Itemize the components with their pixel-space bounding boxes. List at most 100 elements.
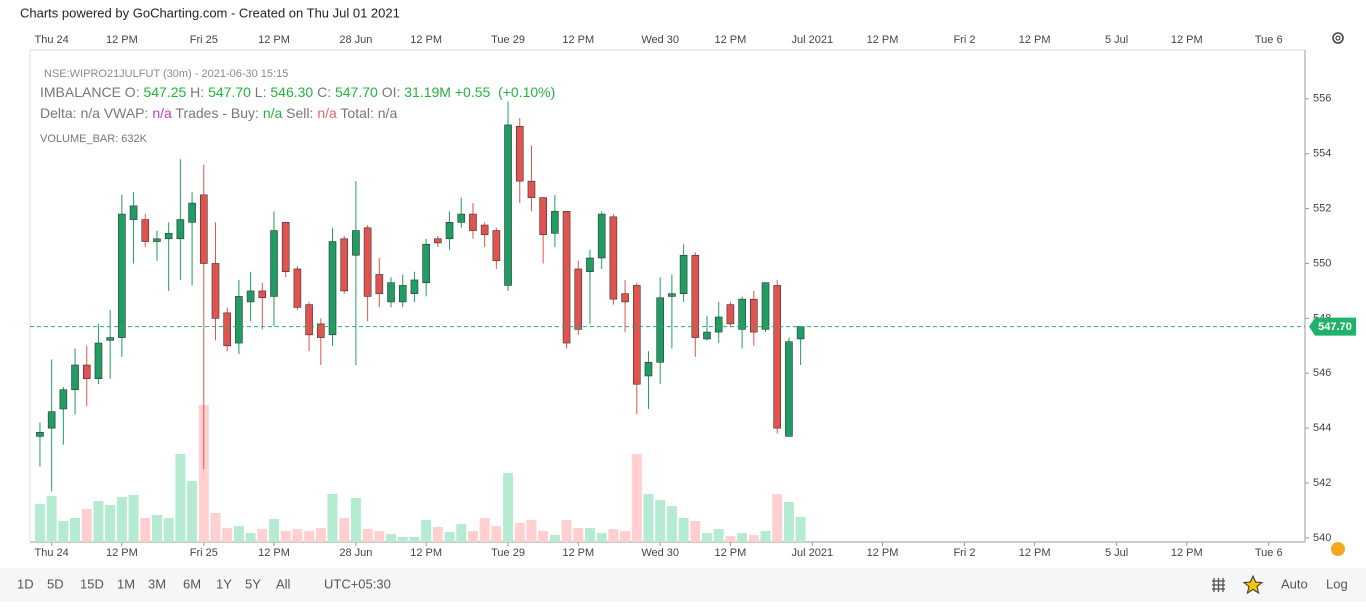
legend-segment: 547.70 xyxy=(335,84,378,100)
candle-body xyxy=(703,331,711,340)
volume-bar xyxy=(713,528,724,542)
volume-bar xyxy=(198,405,209,542)
legend-segment: L: xyxy=(251,84,270,100)
x-tick-label: Jul 2021 xyxy=(792,547,834,559)
range-button[interactable]: 1Y xyxy=(216,576,232,591)
y-tick-label: 542 xyxy=(1313,477,1331,489)
y-tick-label: 550 xyxy=(1313,257,1331,269)
x-tick-label-top: Fri 25 xyxy=(190,34,218,46)
candle-body xyxy=(586,257,594,273)
volume-bar xyxy=(538,531,549,542)
x-tick-label: Tue 6 xyxy=(1255,547,1283,559)
candle-body xyxy=(153,238,161,242)
x-tick-label-top: 12 PM xyxy=(1019,34,1051,46)
candle-body xyxy=(726,304,735,325)
candle-body xyxy=(480,224,489,235)
volume-bar xyxy=(748,535,759,542)
range-button[interactable]: 1D xyxy=(17,576,34,591)
legend-segment: Trades - Buy: xyxy=(172,105,263,121)
x-tick-label: Tue 29 xyxy=(491,547,525,559)
candle-body xyxy=(188,202,196,223)
volume-bar xyxy=(584,528,595,542)
candle-body xyxy=(504,124,512,286)
candle-body xyxy=(621,293,629,303)
volume-bar xyxy=(561,519,572,542)
range-button[interactable]: 3M xyxy=(148,576,166,591)
volume-bar xyxy=(444,532,455,542)
candle-body xyxy=(574,268,583,330)
scale-mode[interactable]: Auto xyxy=(1281,576,1308,591)
candle-body xyxy=(328,241,337,336)
candle-body xyxy=(761,282,770,330)
legend-segment: VOLUME_BAR: 632K xyxy=(40,133,148,145)
volume-bar xyxy=(151,515,162,542)
candle-body xyxy=(59,389,68,410)
candle-body xyxy=(94,342,103,380)
star-icon[interactable] xyxy=(1242,574,1264,595)
last-price-tag xyxy=(1309,317,1356,336)
candle-body xyxy=(340,238,349,292)
candle-body xyxy=(141,219,150,242)
grid-icon[interactable] xyxy=(1212,578,1225,592)
scale-mode[interactable]: Log xyxy=(1326,576,1348,591)
candle-body xyxy=(785,341,793,437)
volume-bar xyxy=(573,528,584,542)
range-button[interactable]: All xyxy=(276,576,291,591)
settings-icon[interactable] xyxy=(1332,32,1344,44)
y-tick-label: 554 xyxy=(1313,148,1331,160)
candle-body xyxy=(176,219,185,240)
y-tick-label: 556 xyxy=(1313,93,1331,105)
volume-bar xyxy=(514,522,525,542)
volume-bar xyxy=(93,501,104,542)
volume-bar xyxy=(631,454,642,542)
legend-line: VOLUME_BAR: 632K xyxy=(40,133,148,145)
x-tick-label: 12 PM xyxy=(715,547,747,559)
x-tick-label-top: 28 Jun xyxy=(339,34,372,46)
range-button[interactable]: 1M xyxy=(117,576,135,591)
candle-body xyxy=(71,364,79,391)
volume-bar xyxy=(163,518,174,542)
candles xyxy=(36,101,805,492)
x-tick-label: 12 PM xyxy=(562,547,594,559)
range-button[interactable]: 6M xyxy=(183,576,201,591)
x-tick-label-top: 12 PM xyxy=(562,34,594,46)
candle-body xyxy=(246,290,255,303)
candle-body xyxy=(235,296,243,344)
legend-line: NSE:WIPRO21JULFUT (30m) - 2021-06-30 15:… xyxy=(44,68,288,80)
volume-bars xyxy=(34,405,806,542)
timezone[interactable]: UTC+05:30 xyxy=(324,576,391,591)
candle-body xyxy=(457,213,466,223)
candle-body xyxy=(118,213,126,338)
volume-bar xyxy=(268,519,279,542)
volume-bar xyxy=(116,496,127,542)
candle-body xyxy=(668,293,676,297)
volume-bar xyxy=(175,454,186,542)
x-tick-label: Wed 30 xyxy=(641,547,679,559)
x-tick-label-top: 12 PM xyxy=(106,34,138,46)
legend-segment: n/a xyxy=(317,105,337,121)
volume-bar xyxy=(655,499,666,542)
legend-segment: Total: n/a xyxy=(337,105,398,121)
range-button[interactable]: 5D xyxy=(47,576,64,591)
legend-segment: (+0.10%) xyxy=(498,84,555,100)
y-tick-label: 544 xyxy=(1313,422,1331,434)
candle-body xyxy=(82,364,91,380)
candle-body xyxy=(539,197,547,235)
volume-bar xyxy=(105,505,116,542)
candle-body xyxy=(281,222,290,273)
volume-bar xyxy=(386,534,397,542)
range-button[interactable]: 5Y xyxy=(245,576,261,591)
range-button[interactable]: 15D xyxy=(80,576,104,591)
x-tick-label: 12 PM xyxy=(1171,547,1203,559)
candle-body xyxy=(562,211,571,344)
legend-segment: NSE:WIPRO21JULFUT (30m) - 2021-06-30 15:… xyxy=(44,68,288,80)
volume-bar xyxy=(46,496,57,542)
candle-body xyxy=(47,411,56,429)
x-tick-label: Fri 2 xyxy=(953,547,975,559)
candle-body xyxy=(270,230,278,297)
candle-body xyxy=(106,337,114,341)
candle-body xyxy=(305,304,313,336)
status-dot[interactable] xyxy=(1331,542,1345,556)
candle-body xyxy=(527,180,536,198)
